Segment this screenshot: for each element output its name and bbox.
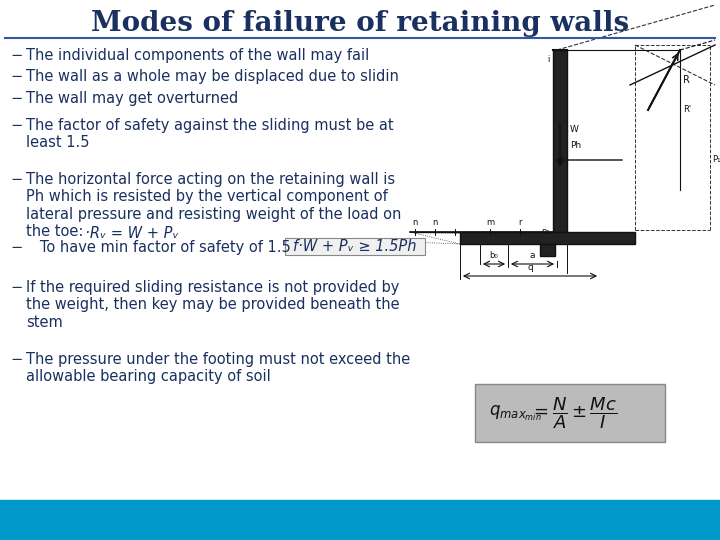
Text: n: n [413, 218, 418, 227]
Text: b₀: b₀ [490, 251, 498, 260]
Text: i: i [548, 55, 550, 64]
Text: The wall as a whole may be displaced due to slidin: The wall as a whole may be displaced due… [26, 69, 399, 84]
Text: The wall may get overturned: The wall may get overturned [26, 91, 238, 106]
Text: Modes of failure of retaining walls: Modes of failure of retaining walls [91, 10, 629, 37]
Text: −: − [10, 69, 22, 84]
Text: a: a [530, 251, 535, 260]
Bar [460, 232, 635, 244]
Text: −: − [10, 48, 22, 63]
Text: To have min factor of safety of 1.5: To have min factor of safety of 1.5 [26, 240, 291, 255]
Text: m: m [486, 218, 494, 227]
Text: R: R [683, 75, 690, 85]
Text: f·W + Pᵥ ≥ 1.5Ph: f·W + Pᵥ ≥ 1.5Ph [293, 239, 417, 254]
Text: −: − [10, 240, 22, 255]
Text: If the required sliding resistance is not provided by
the weight, then key may b: If the required sliding resistance is no… [26, 280, 400, 330]
Text: The pressure under the footing must not exceed the
allowable bearing capacity of: The pressure under the footing must not … [26, 352, 410, 384]
Bar [475, 384, 665, 442]
Text: W: W [570, 125, 579, 134]
Text: r: r [518, 218, 522, 227]
Text: $= \dfrac{N}{A} \pm \dfrac{Mc}{I}$: $= \dfrac{N}{A} \pm \dfrac{Mc}{I}$ [530, 395, 617, 431]
Bar [540, 244, 555, 256]
Text: n₁: n₁ [541, 227, 550, 237]
Text: n: n [432, 218, 438, 227]
Bar [553, 50, 567, 232]
Bar [0, 500, 720, 540]
Text: −: − [10, 280, 22, 295]
Text: P₁: P₁ [712, 156, 720, 165]
Text: −: − [10, 352, 22, 367]
Text: Ph: Ph [570, 140, 581, 150]
Text: $q_{\mathit{max}_{\mathit{min}}}$: $q_{\mathit{max}_{\mathit{min}}}$ [489, 403, 541, 422]
Text: R': R' [683, 105, 691, 114]
Text: ·Rᵥ = W + Pᵥ: ·Rᵥ = W + Pᵥ [76, 226, 179, 241]
Text: −: − [10, 118, 22, 133]
Text: −: − [10, 91, 22, 106]
Text: The individual components of the wall may fail: The individual components of the wall ma… [26, 48, 369, 63]
Text: −: − [10, 172, 22, 187]
Text: The horizontal force acting on the retaining wall is
Ph which is resisted by the: The horizontal force acting on the retai… [26, 172, 401, 239]
Text: The factor of safety against the sliding must be at
least 1.5: The factor of safety against the sliding… [26, 118, 394, 151]
Bar [285, 238, 425, 255]
Text: q: q [527, 263, 533, 272]
